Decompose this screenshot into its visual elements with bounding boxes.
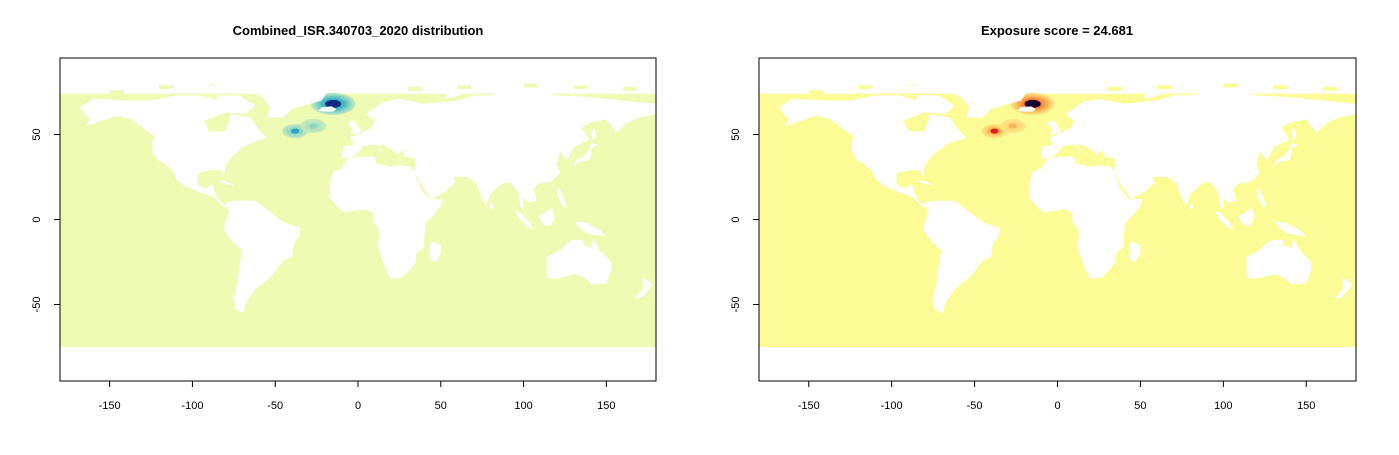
arctic-cell (159, 85, 174, 90)
land-new-zealand (1334, 277, 1353, 298)
x-tick-label: -50 (267, 400, 283, 412)
arctic-cell (523, 83, 538, 88)
land-arctic-isles (858, 80, 942, 92)
land-japan (573, 143, 599, 167)
land-japan (1273, 143, 1298, 167)
map-panel-2: Exposure score = 24.681 -150 -100 -50 0 50 100… (730, 23, 1357, 412)
land-madagascar (1128, 241, 1141, 262)
x-tick-label: -50 (967, 400, 983, 412)
hotspot-core (1024, 99, 1041, 108)
land-australia (1246, 238, 1312, 285)
y-tick-label: -50 (730, 297, 742, 313)
plot-area (60, 78, 656, 347)
land-africa (329, 156, 443, 279)
x-tick-label: 150 (597, 400, 615, 412)
land-philippines (556, 188, 567, 208)
land-sakhalin (591, 127, 597, 142)
land-sri-lanka (490, 202, 494, 210)
x-tick-label: -150 (798, 400, 820, 412)
y-tick-label: 50 (31, 128, 43, 140)
land-eurasia (1040, 88, 1356, 218)
hotspot-core (291, 128, 300, 134)
land-uk (1047, 120, 1061, 135)
arctic-cell (808, 90, 823, 95)
x-tick-label: 0 (1054, 400, 1060, 412)
land-masses (79, 78, 656, 313)
arctic-cell (858, 85, 873, 90)
land-south-america (223, 200, 301, 313)
chart-title: Exposure score = 24.681 (981, 23, 1133, 38)
y-tick-label: 50 (730, 128, 742, 140)
map-panel-1: Combined_ISR.340703_2020 distribution -15… (31, 23, 657, 412)
y-tick-label: -50 (31, 297, 43, 313)
land-africa (1029, 156, 1143, 279)
land-indonesia-borneo (538, 207, 555, 227)
land-north-america (778, 95, 967, 208)
arctic-cell (573, 85, 588, 90)
land-iceland (1017, 106, 1036, 112)
hotspot-core (309, 123, 318, 129)
land-novaya-zemlya (1143, 90, 1171, 99)
x-tick-label: 0 (355, 400, 361, 412)
land-south-america (923, 200, 1000, 313)
arctic-cell (407, 86, 422, 91)
plot-area (759, 78, 1356, 347)
land-baffin (217, 95, 256, 115)
arctic-cell (1273, 85, 1288, 90)
x-tick-label: -100 (881, 400, 903, 412)
land-uk (348, 120, 362, 135)
land-indonesia-borneo (1238, 207, 1255, 227)
land-masses (778, 78, 1356, 313)
land-svalbard (1074, 83, 1103, 90)
y-tick-label: 0 (31, 216, 43, 222)
land-greenland (941, 78, 1028, 118)
arctic-cell (1157, 85, 1171, 90)
land-baffin (916, 95, 955, 115)
land-iceland (318, 106, 337, 112)
chart-title: Combined_ISR.340703_2020 distribution (233, 23, 484, 38)
arctic-cell (457, 85, 472, 90)
y-tick-label: 0 (730, 216, 742, 222)
hotspot-core (990, 128, 999, 134)
land-cuba (218, 180, 234, 186)
land-sri-lanka (1189, 202, 1194, 210)
land-new-guinea (574, 221, 607, 237)
x-tick-label: 100 (514, 400, 532, 412)
land-eurasia (341, 88, 656, 218)
arctic-cell (109, 90, 124, 95)
x-tick-label: 150 (1297, 400, 1315, 412)
land-north-america (79, 95, 267, 208)
arctic-cell (1322, 86, 1337, 91)
land-svalbard (374, 83, 403, 90)
land-novaya-zemlya (444, 90, 471, 99)
land-philippines (1256, 188, 1267, 208)
land-cuba (918, 180, 934, 186)
land-sakhalin (1291, 127, 1297, 142)
x-tick-label: 50 (1134, 400, 1146, 412)
x-tick-label: 50 (435, 400, 447, 412)
land-sumatra (515, 211, 534, 230)
arctic-cell (1223, 83, 1238, 88)
land-arctic-isles (159, 80, 243, 92)
arctic-cell (1107, 86, 1122, 91)
arctic-cell (622, 86, 637, 91)
x-tick-label: -100 (181, 400, 203, 412)
land-greenland (242, 78, 329, 118)
x-tick-label: -150 (99, 400, 121, 412)
land-new-zealand (634, 277, 653, 298)
land-sumatra (1215, 211, 1234, 230)
land-madagascar (429, 241, 441, 262)
land-australia (546, 238, 612, 285)
hotspot-core (325, 99, 342, 108)
hotspot-core (1008, 123, 1017, 129)
land-new-guinea (1274, 221, 1307, 237)
x-tick-label: 100 (1214, 400, 1232, 412)
